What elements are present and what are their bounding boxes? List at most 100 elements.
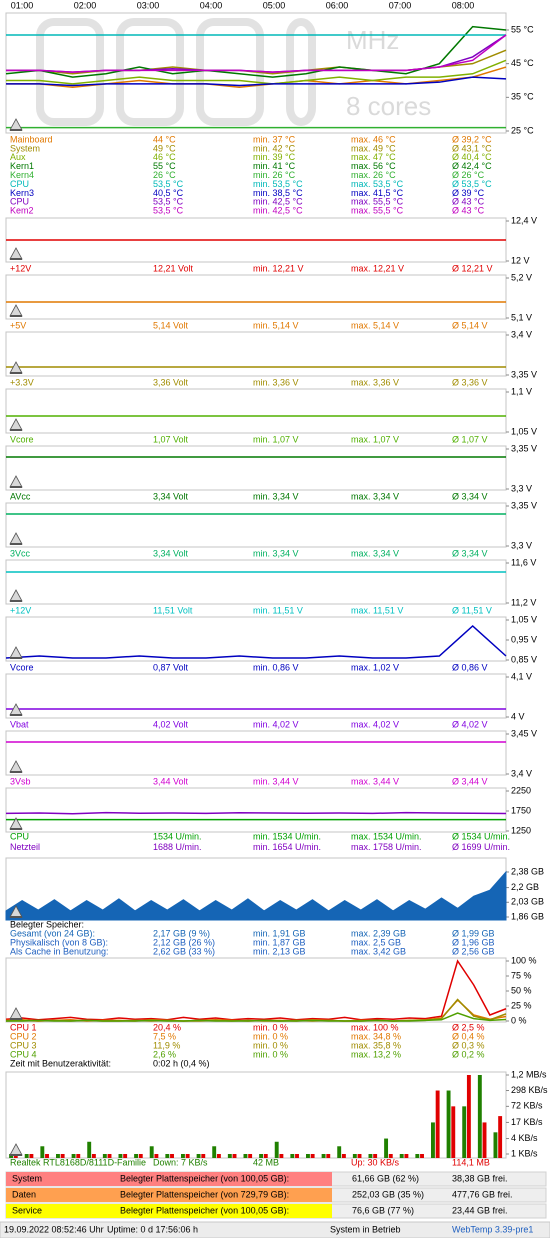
reading-cell: Ø 1,96 GB <box>452 937 495 947</box>
graph-box <box>5 559 507 605</box>
traffic-bar <box>87 1141 92 1158</box>
disk-cell: System <box>12 1173 42 1183</box>
reading-cell: 53,5 °C <box>153 197 184 207</box>
reading-cell: max. 13,2 % <box>351 1049 401 1059</box>
traffic-bar <box>295 1154 299 1158</box>
reading-cell: Down: 7 KB/s <box>153 1157 208 1167</box>
trace-line <box>6 59 507 85</box>
y-tick-label: 1,86 GB <box>511 911 544 921</box>
reading-cell: 40,5 °C <box>153 188 184 198</box>
y-tick-label: 2,03 GB <box>511 897 544 907</box>
traffic-bar <box>388 1154 393 1158</box>
traffic-bar <box>154 1154 159 1158</box>
graph-box <box>5 331 507 377</box>
reading-cell: max. 12,21 V <box>351 263 404 273</box>
reading-cell: max. 35,8 % <box>351 1040 401 1050</box>
reading-cell: Ø 39,2 °C <box>452 134 492 144</box>
disk-cell: 38,38 GB frei. <box>452 1173 508 1183</box>
status-bar <box>0 1221 550 1238</box>
graph-box <box>5 616 507 662</box>
reading-cell: Gesamt (von 24 GB): <box>10 928 95 938</box>
reading-cell: CPU 1 <box>10 1022 37 1032</box>
reading-cell: 1534 U/min. <box>153 831 202 841</box>
reading-cell: 3,36 Volt <box>153 377 189 387</box>
disk-label-bar <box>6 1204 332 1218</box>
y-tick-label: 1,05 V <box>511 426 537 436</box>
disk-cell: Service <box>12 1205 42 1215</box>
traffic-bar <box>384 1138 389 1158</box>
reading-cell: +5V <box>10 320 26 330</box>
reading-cell: Ø 53,5 °C <box>452 179 492 189</box>
traffic-bar <box>404 1154 409 1158</box>
disk-cell: 76,6 GB (77 %) <box>352 1205 414 1215</box>
reading-cell: 53,5 °C <box>153 206 184 216</box>
time-label: 03:00 <box>137 0 160 10</box>
watermark-digit <box>116 18 184 126</box>
traffic-bar <box>373 1154 378 1158</box>
trace-line <box>6 1012 507 1022</box>
reading-cell: min. 0 % <box>253 1031 288 1041</box>
reading-cell: System <box>10 143 40 153</box>
y-tick-label: 45 °C <box>511 58 534 68</box>
y-tick-label: 298 KB/s <box>511 1085 548 1095</box>
y-tick-label: 35 °C <box>511 92 534 102</box>
reading-cell: 42 MB <box>253 1157 279 1167</box>
reading-cell: min. 1534 U/min. <box>253 831 321 841</box>
reading-cell: max. 55,5 °C <box>351 197 404 207</box>
reading-cell: Ø 43,1 °C <box>452 143 492 153</box>
time-label: 07:00 <box>389 0 412 10</box>
reading-cell: 11,51 Volt <box>153 605 193 615</box>
trace-line <box>6 34 507 73</box>
reading-cell: 2,12 GB (26 %) <box>153 937 215 947</box>
reading-cell: max. 3,34 V <box>351 491 399 501</box>
y-tick-label: 2,38 GB <box>511 866 544 876</box>
traffic-bar <box>435 1090 440 1158</box>
traffic-bar <box>201 1154 206 1158</box>
reading-cell: max. 3,42 GB <box>351 946 406 956</box>
reading-cell: Ø 1699 U/min. <box>452 842 510 852</box>
status-item: System in Betrieb <box>330 1224 401 1234</box>
trace-line <box>5 959 507 1021</box>
reading-cell: Vcore <box>10 662 34 672</box>
time-label: 04:00 <box>200 0 223 10</box>
reading-cell: max. 2,39 GB <box>351 928 406 938</box>
y-tick-label: 4 KB/s <box>511 1133 538 1143</box>
traffic-bar <box>357 1154 362 1158</box>
reading-cell: min. 11,51 V <box>253 605 303 615</box>
sensor-icon-base <box>10 372 22 374</box>
reading-cell: Ø 3,44 V <box>452 776 488 786</box>
reading-cell: max. 100 % <box>351 1022 399 1032</box>
traffic-bar <box>274 1141 279 1158</box>
graph-box <box>5 274 507 320</box>
traffic-bar <box>415 1154 420 1158</box>
traffic-bar <box>451 1106 456 1158</box>
traffic-bar <box>279 1154 284 1158</box>
traffic-bar <box>462 1106 467 1158</box>
traffic-bar <box>466 1075 471 1158</box>
reading-cell: max. 4,02 V <box>351 719 399 729</box>
y-tick-label: 1250 <box>511 825 531 835</box>
disk-cell: 252,03 GB (35 %) <box>352 1189 424 1199</box>
reading-cell: Ø 0,86 V <box>452 662 488 672</box>
y-tick-label: 75 % <box>511 970 532 980</box>
disk-cell: Belegter Plattenspeicher (von 100,05 GB)… <box>120 1173 289 1183</box>
reading-cell: max. 2,5 GB <box>351 937 401 947</box>
sensor-icon-base <box>10 828 22 830</box>
reading-cell: min. 1,87 GB <box>253 937 306 947</box>
y-tick-label: 55 °C <box>511 24 534 34</box>
reading-cell: min. 1654 U/min. <box>253 842 321 852</box>
reading-cell: Als Cache in Benutzung: <box>10 946 109 956</box>
y-tick-label: 2250 <box>511 785 531 795</box>
reading-cell: max. 1,07 V <box>351 434 399 444</box>
reading-cell: max. 49 °C <box>351 143 396 153</box>
reading-cell: 2,6 % <box>153 1049 176 1059</box>
reading-cell: Aux <box>10 152 26 162</box>
y-tick-label: 72 KB/s <box>511 1101 543 1111</box>
reading-cell: Ø 3,34 V <box>452 491 488 501</box>
traffic-bar <box>399 1154 404 1158</box>
reading-cell: 11,9 % <box>153 1040 180 1050</box>
traffic-bar <box>56 1154 60 1158</box>
reading-cell: max. 53,5 °C <box>351 179 404 189</box>
trace-line <box>5 624 507 659</box>
